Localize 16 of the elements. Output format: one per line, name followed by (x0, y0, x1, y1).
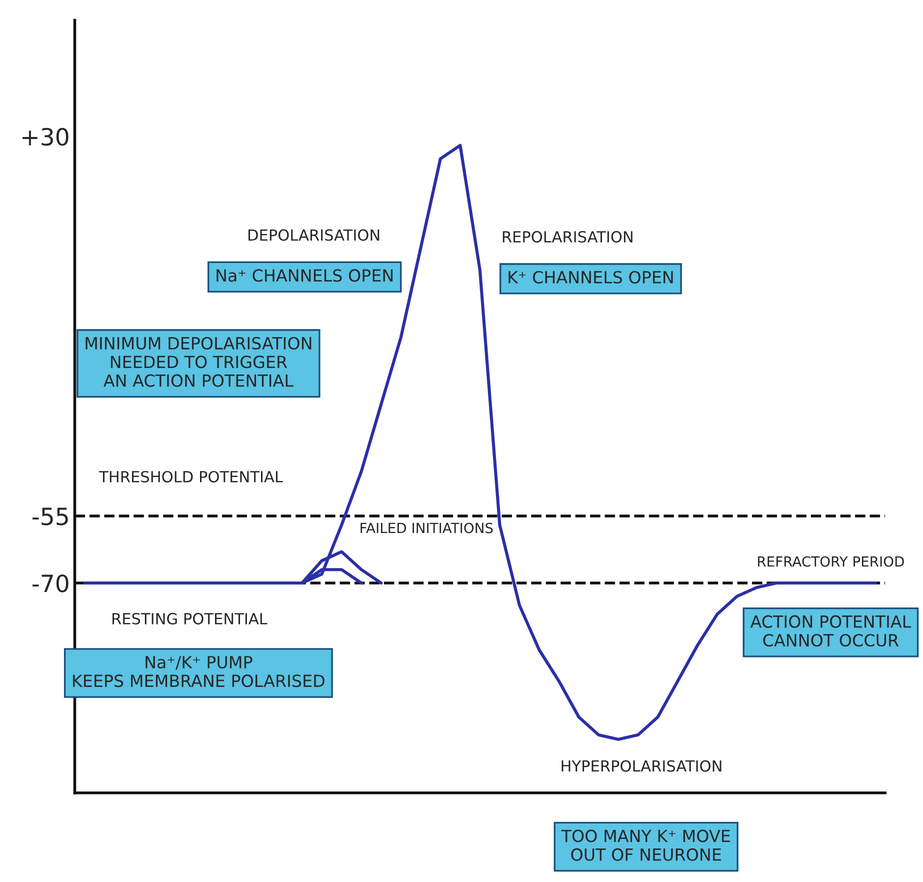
annotation: Na⁺/K⁺ PUMP KEEPS MEMBRANE POLARISED (73, 656, 324, 688)
annotation: Na⁺ CHANNELS OPEN (216, 269, 393, 282)
annotation: RESTING POTENTIAL (112, 612, 268, 624)
annotation: REFRACTORY PERIOD (758, 556, 904, 567)
ref-line-label: THRESHOLD POTENTIAL (99, 470, 283, 483)
y-tick-label: +30 (22, 128, 68, 146)
annotation: DEPOLARISATION (248, 229, 380, 241)
annotation: FAILED INITIATIONS (360, 522, 493, 534)
text: TOO MANY K⁺ MOVE OUT OF NEURONE (561, 830, 730, 861)
y-tick-label: -70 (32, 574, 68, 592)
y-tick-label: -55 (32, 508, 68, 526)
annotation: REPOLARISATION (502, 231, 632, 243)
annotation: ACTION POTENTIAL CANNOT OCCUR (750, 615, 912, 647)
annotation: MINIMUM DEPOLARISATION NEEDED TO TRIGGER AN ACTION POTENTIAL (86, 336, 312, 387)
annotation: K⁺ CHANNELS OPEN (508, 270, 673, 284)
annotation: HYPERPOLARISATION (562, 760, 722, 772)
